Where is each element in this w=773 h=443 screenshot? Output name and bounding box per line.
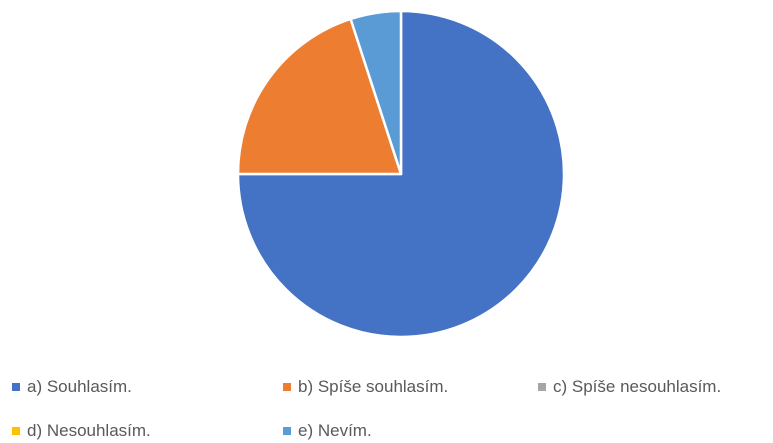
pie-slice-a	[236, 9, 566, 339]
pie-slice-e	[349, 9, 403, 176]
pie-slice-b	[236, 17, 403, 176]
